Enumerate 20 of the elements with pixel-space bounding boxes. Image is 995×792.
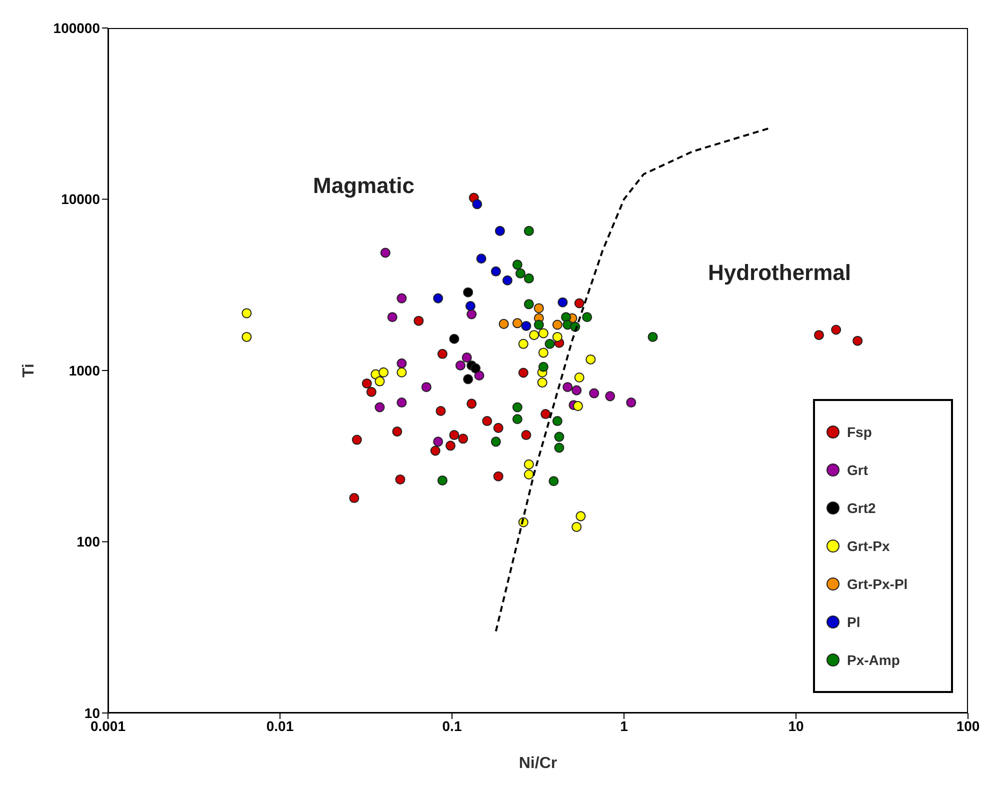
legend-label: Pl (847, 614, 860, 630)
legend-label: Grt-Px-Pl (847, 576, 908, 592)
legend-label: Grt-Px (847, 538, 890, 554)
legend-label: Grt2 (847, 500, 876, 516)
annotation: Magmatic (313, 173, 414, 199)
x-tick-label: 0.01 (266, 718, 294, 734)
x-axis-title: Ni/Cr (518, 755, 558, 772)
x-tick-label: 100 (956, 718, 980, 734)
x-tick-label: 1 (620, 718, 628, 734)
annotation: Hydrothermal (708, 260, 852, 286)
x-tick-label: 0.1 (442, 718, 462, 734)
y-tick-label: 100000 (53, 20, 100, 36)
y-tick-label: 100 (76, 534, 100, 550)
legend-label: Fsp (847, 424, 872, 440)
legend-label: Px-Amp (847, 652, 900, 668)
y-tick-label: 10000 (61, 191, 100, 208)
x-tick-label: 10 (788, 718, 804, 734)
y-tick-label: 1000 (68, 362, 100, 378)
y-axis-title: Ti (20, 364, 38, 378)
legend-label: Grt (847, 462, 868, 478)
